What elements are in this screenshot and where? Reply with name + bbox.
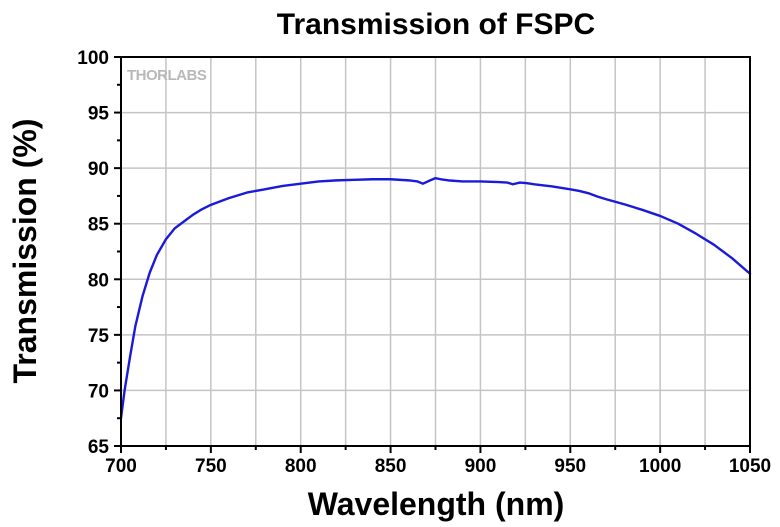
transmission-curve: [119, 176, 752, 420]
x-tick-label: 850: [375, 456, 407, 477]
x-tick-label: 950: [554, 456, 586, 477]
chart-title: Transmission of FSPC: [277, 8, 595, 41]
x-tick-labels: 700 750 800 850 900 950 1000 1050: [105, 456, 771, 477]
x-tick-label: 800: [285, 456, 317, 477]
x-axis-title: Wavelength (nm): [308, 486, 565, 522]
y-tick-label: 100: [77, 48, 109, 69]
ticks: [114, 56, 751, 453]
y-tick-label: 80: [88, 270, 109, 291]
y-tick-label: 85: [88, 215, 110, 236]
x-tick-label: 900: [465, 456, 497, 477]
y-tick-label: 65: [88, 437, 110, 458]
y-tick-label: 95: [88, 104, 110, 125]
y-tick-label: 75: [88, 326, 110, 347]
y-tick-label: 90: [88, 159, 109, 180]
thorlabs-watermark: THORLABS: [127, 67, 207, 84]
grid: [120, 56, 751, 447]
x-tick-label: 700: [105, 456, 137, 477]
x-tick-label: 750: [195, 456, 227, 477]
y-tick-labels: 65 70 75 80 85 90 95 100: [77, 48, 109, 458]
y-axis-title: Transmission (%): [7, 119, 43, 384]
x-tick-label: 1050: [729, 456, 771, 477]
x-tick-label: 1000: [639, 456, 681, 477]
y-tick-label: 70: [88, 381, 109, 402]
